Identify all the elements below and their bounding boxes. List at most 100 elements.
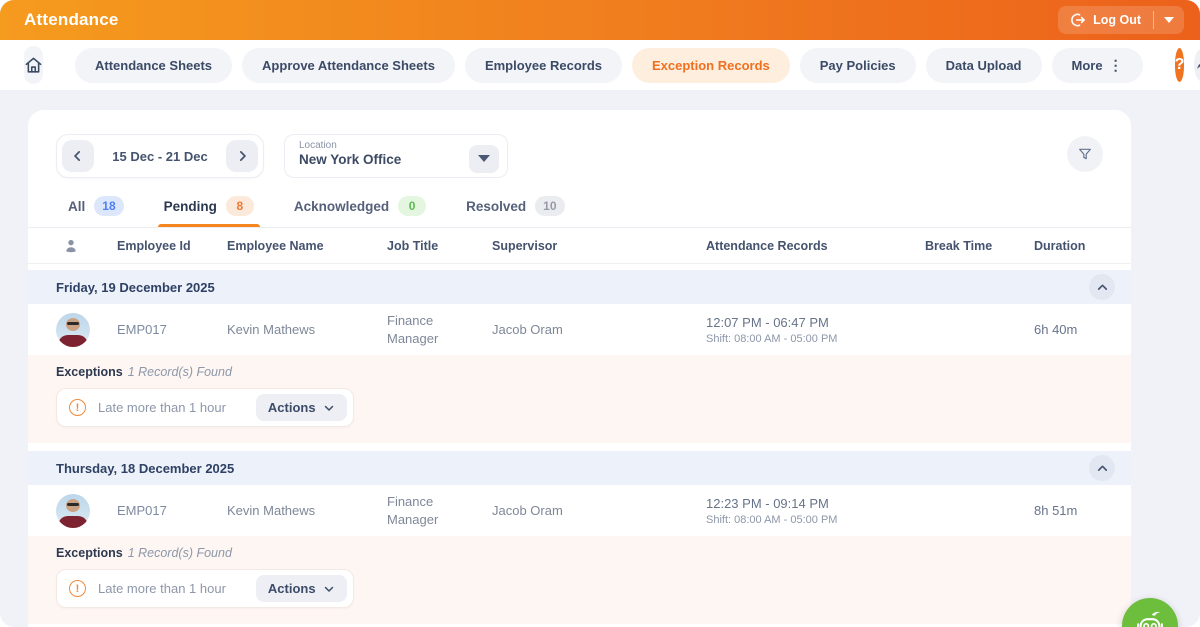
tab-attendance-sheets[interactable]: Attendance Sheets xyxy=(75,47,233,83)
nav-label: Approve Attendance Sheets xyxy=(262,57,435,73)
exceptions-count: 1 Record(s) Found xyxy=(127,546,232,561)
day-group-friday: Friday, 19 December 2025 EMP017 Kevin Ma… xyxy=(28,270,1131,444)
count-badge: 18 xyxy=(94,196,124,216)
employee-name: Kevin Mathews xyxy=(227,322,316,338)
exceptions-label: Exceptions xyxy=(56,546,123,561)
day-date-label: Thursday, 18 December 2025 xyxy=(56,460,235,476)
shift-times: Shift: 08:00 AM - 05:00 PM xyxy=(706,332,838,345)
exceptions-count: 1 Record(s) Found xyxy=(127,365,232,380)
tab-label: All xyxy=(68,198,86,214)
more-menu-button[interactable]: More ⋮ xyxy=(1051,47,1143,83)
duration: 6h 40m xyxy=(1034,322,1078,338)
actions-dropdown-button[interactable]: Actions xyxy=(255,575,347,603)
tab-resolved[interactable]: Resolved 10 xyxy=(466,196,565,227)
logout-button[interactable]: Log Out xyxy=(1058,6,1153,34)
warning-icon: ! xyxy=(69,580,86,598)
tab-data-upload[interactable]: Data Upload xyxy=(925,47,1042,83)
collapse-day-button[interactable] xyxy=(1089,455,1115,482)
employee-row[interactable]: EMP017 Kevin Mathews Finance Manager Jac… xyxy=(28,304,1131,355)
logout-split-button: Log Out xyxy=(1058,6,1184,34)
exception-item: ! Late more than 1 hour Actions xyxy=(56,569,354,609)
tab-pay-policies[interactable]: Pay Policies xyxy=(799,47,916,83)
swipe-times: 12:23 PM - 09:14 PM xyxy=(706,495,829,511)
logout-label: Log Out xyxy=(1093,13,1141,27)
table-header: Employee Id Employee Name Job Title Supe… xyxy=(28,228,1131,264)
content-area: 15 Dec - 21 Dec Location New York Office xyxy=(0,90,1200,627)
day-header: Friday, 19 December 2025 xyxy=(28,270,1131,304)
filter-button[interactable] xyxy=(1067,136,1103,172)
location-select[interactable]: Location New York Office xyxy=(284,134,508,178)
count-badge: 8 xyxy=(225,196,254,216)
previous-week-button[interactable] xyxy=(62,140,94,172)
col-break-time: Break Time xyxy=(925,238,993,253)
col-duration: Duration xyxy=(1034,238,1086,253)
tab-label: Resolved xyxy=(466,198,527,214)
employee-avatar xyxy=(56,493,90,528)
actions-label: Actions xyxy=(267,400,316,416)
col-job-title: Job Title xyxy=(387,238,439,253)
col-employee-id: Employee Id xyxy=(117,238,191,253)
exception-records-card: 15 Dec - 21 Dec Location New York Office xyxy=(28,110,1131,627)
kebab-menu-icon: ⋮ xyxy=(1108,57,1123,73)
count-badge: 0 xyxy=(398,196,427,216)
tab-exception-records[interactable]: Exception Records xyxy=(632,47,790,83)
location-dropdown-button[interactable] xyxy=(469,144,499,173)
share-forward-icon xyxy=(1194,56,1200,74)
employee-row[interactable]: EMP017 Kevin Mathews Finance Manager Jac… xyxy=(28,485,1131,536)
tab-all[interactable]: All 18 xyxy=(68,196,124,227)
app-header: Attendance Log Out xyxy=(0,0,1200,40)
day-date-label: Friday, 19 December 2025 xyxy=(56,279,215,295)
exception-item: ! Late more than 1 hour Actions xyxy=(56,388,354,428)
supervisor: Jacob Oram xyxy=(492,503,563,519)
attendance-records: 12:23 PM - 09:14 PM Shift: 08:00 AM - 05… xyxy=(706,496,925,526)
person-icon xyxy=(56,237,117,255)
job-title: Finance Manager xyxy=(387,494,439,527)
chevron-down-icon xyxy=(1164,17,1174,23)
tab-label: Pending xyxy=(163,198,217,214)
logout-icon xyxy=(1070,12,1086,28)
actions-label: Actions xyxy=(267,581,316,597)
status-tabs: All 18 Pending 8 Acknowledged 0 Resolved… xyxy=(28,178,1131,228)
tab-pending[interactable]: Pending 8 xyxy=(157,196,261,227)
exception-text: Late more than 1 hour xyxy=(98,581,226,597)
col-supervisor: Supervisor xyxy=(492,238,558,253)
employee-name: Kevin Mathews xyxy=(227,503,316,519)
job-title: Finance Manager xyxy=(387,313,439,346)
divider xyxy=(1153,11,1154,29)
nav-label: Pay Policies xyxy=(819,57,896,73)
supervisor: Jacob Oram xyxy=(492,322,563,338)
col-attendance-records: Attendance Records xyxy=(706,238,828,253)
logout-dropdown-button[interactable] xyxy=(1154,6,1184,34)
exceptions-panel: Exceptions 1 Record(s) Found ! Late more … xyxy=(28,355,1131,444)
tab-acknowledged[interactable]: Acknowledged 0 xyxy=(294,196,427,227)
count-badge: 10 xyxy=(535,196,565,216)
warning-icon: ! xyxy=(69,399,86,417)
day-header: Thursday, 18 December 2025 xyxy=(28,451,1131,486)
next-week-button[interactable] xyxy=(226,140,258,172)
nav-label: Exception Records xyxy=(652,57,770,73)
question-mark-icon: ? xyxy=(1174,56,1185,73)
page-title: Attendance xyxy=(24,10,119,29)
share-button[interactable] xyxy=(1194,48,1200,82)
employee-id: EMP017 xyxy=(117,322,167,338)
swipe-times: 12:07 PM - 06:47 PM xyxy=(706,314,829,330)
home-button[interactable] xyxy=(24,46,43,84)
day-group-thursday: Thursday, 18 December 2025 EMP017 Kevin … xyxy=(28,451,1131,625)
tab-employee-records[interactable]: Employee Records xyxy=(464,47,622,83)
help-button[interactable]: ? xyxy=(1174,48,1185,82)
more-label: More xyxy=(1071,57,1103,73)
duration: 8h 51m xyxy=(1034,503,1078,519)
actions-dropdown-button[interactable]: Actions xyxy=(255,394,347,422)
collapse-day-button[interactable] xyxy=(1089,274,1115,300)
employee-avatar xyxy=(56,312,90,347)
employee-id: EMP017 xyxy=(117,503,167,519)
home-icon xyxy=(24,56,43,75)
tab-approve-attendance-sheets[interactable]: Approve Attendance Sheets xyxy=(242,47,455,83)
exceptions-panel: Exceptions 1 Record(s) Found ! Late more … xyxy=(28,536,1131,625)
col-employee-name: Employee Name xyxy=(227,238,324,253)
exception-text: Late more than 1 hour xyxy=(98,400,226,416)
exceptions-heading: Exceptions 1 Record(s) Found xyxy=(56,365,1103,379)
location-selected-value: New York Office xyxy=(299,152,402,167)
robot-icon xyxy=(1133,609,1167,627)
